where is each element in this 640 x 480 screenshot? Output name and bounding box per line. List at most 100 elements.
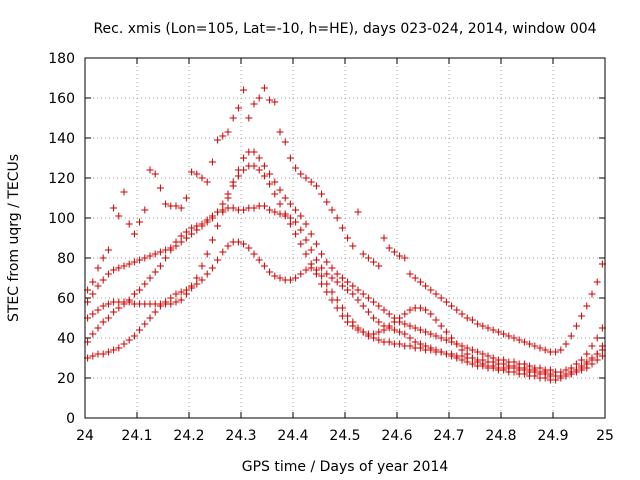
data-point (515, 336, 523, 344)
data-point (333, 270, 341, 278)
data-point (104, 300, 112, 308)
data-point (453, 340, 461, 348)
data-point (318, 190, 326, 198)
data-point (89, 310, 97, 318)
data-point (286, 154, 294, 162)
data-point (312, 270, 320, 278)
y-tick-label: 160 (48, 91, 75, 107)
data-point (177, 238, 185, 246)
data-point (240, 206, 248, 214)
data-point (167, 294, 175, 302)
data-point (198, 262, 206, 270)
data-point (416, 326, 424, 334)
data-point (177, 296, 185, 304)
data-point (427, 286, 435, 294)
data-point (104, 246, 112, 254)
data-point (588, 342, 596, 350)
data-point (500, 356, 508, 364)
data-point (151, 308, 159, 316)
data-point (208, 264, 216, 272)
data-point (370, 314, 378, 322)
data-point (177, 232, 185, 240)
data-point (271, 190, 279, 198)
data-point (572, 366, 580, 374)
data-point (125, 336, 133, 344)
data-point (344, 234, 352, 242)
data-point (266, 180, 274, 188)
data-point (505, 332, 513, 340)
data-point (349, 242, 357, 250)
data-point (234, 238, 242, 246)
data-point (437, 334, 445, 342)
data-point (162, 200, 170, 208)
data-point (427, 330, 435, 338)
data-point (588, 356, 596, 364)
data-point (141, 320, 149, 328)
data-point (427, 310, 435, 318)
data-point (349, 290, 357, 298)
data-point (234, 104, 242, 112)
data-point (255, 256, 263, 264)
data-point (208, 236, 216, 244)
x-axis-label: GPS time / Days of year 2014 (242, 459, 449, 475)
data-point (312, 240, 320, 248)
data-point (385, 244, 393, 252)
data-point (240, 154, 248, 162)
data-point (541, 346, 549, 354)
data-point (125, 260, 133, 268)
data-point (380, 306, 388, 314)
data-point (266, 170, 274, 178)
data-point (292, 274, 300, 282)
data-point (94, 264, 102, 272)
data-point (333, 278, 341, 286)
data-point (234, 172, 242, 180)
x-tick-label: 24.3 (225, 428, 256, 444)
data-point (99, 302, 107, 310)
data-point (182, 234, 190, 242)
data-point (255, 154, 263, 162)
data-point (401, 310, 409, 318)
data-point (442, 328, 450, 336)
data-point (130, 290, 138, 298)
data-point (115, 304, 123, 312)
data-point (99, 254, 107, 262)
data-point (120, 262, 128, 270)
data-point (167, 244, 175, 252)
data-point (125, 298, 133, 306)
data-point (401, 254, 409, 262)
data-point (281, 194, 289, 202)
data-point (188, 282, 196, 290)
data-point (281, 138, 289, 146)
data-point (193, 280, 201, 288)
data-point (344, 286, 352, 294)
data-point (572, 322, 580, 330)
data-point (260, 162, 268, 170)
data-point (302, 174, 310, 182)
data-point (250, 162, 258, 170)
data-point (89, 278, 97, 286)
data-point (271, 178, 279, 186)
data-point (422, 282, 430, 290)
data-point (297, 226, 305, 234)
x-tick-label: 24.1 (121, 428, 152, 444)
data-point (578, 364, 586, 372)
data-point (526, 340, 534, 348)
y-tick-label: 140 (48, 131, 75, 147)
data-point (588, 290, 596, 298)
data-point (182, 290, 190, 298)
data-point (219, 200, 227, 208)
data-point (182, 194, 190, 202)
data-point (99, 350, 107, 358)
data-point (260, 202, 268, 210)
data-point (448, 302, 456, 310)
data-point (302, 236, 310, 244)
data-point (385, 322, 393, 330)
data-point (390, 248, 398, 256)
data-point (203, 178, 211, 186)
data-point (203, 270, 211, 278)
data-point (338, 282, 346, 290)
data-point (494, 328, 502, 336)
data-point (318, 280, 326, 288)
data-point (188, 224, 196, 232)
